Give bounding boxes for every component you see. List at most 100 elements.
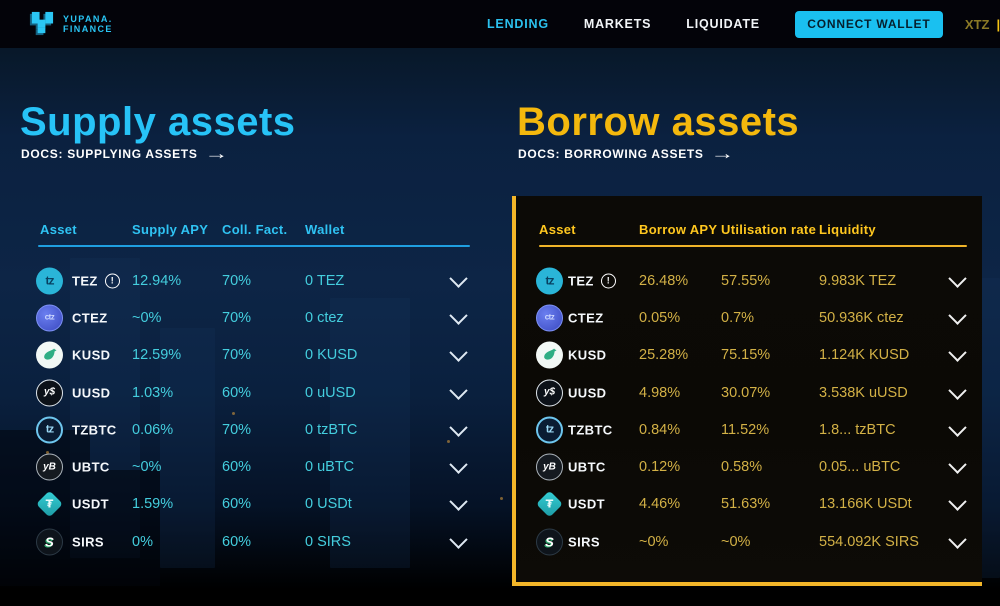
wallet-value: 0 KUSD	[305, 347, 358, 364]
chevron-down-icon[interactable]	[449, 269, 468, 288]
asset-name: UBTC	[72, 459, 110, 475]
borrow-col-liquidity: Liquidity	[819, 222, 876, 237]
asset-name: KUSD	[568, 347, 607, 363]
borrow-apy-value: 0.05%	[639, 309, 681, 326]
table-row[interactable]: y$ UUSD 4.98% 30.07% 3.538K uUSD	[516, 374, 982, 411]
borrow-docs-link[interactable]: DOCS: BORROWING ASSETS →	[518, 145, 734, 162]
chevron-down-icon[interactable]	[449, 530, 468, 549]
attention-icon[interactable]: !	[104, 273, 120, 289]
nav-liquidate[interactable]: LIQUIDATE	[686, 17, 760, 31]
chevron-down-icon[interactable]	[449, 455, 468, 474]
table-row[interactable]: S SIRS 0% 60% 0 SIRS	[20, 523, 480, 560]
asset-name: KUSD	[72, 347, 111, 363]
logo[interactable]: YUPANA. FINANCE	[28, 10, 113, 37]
chevron-down-icon[interactable]	[948, 530, 967, 549]
wallet-value: 0 uUSD	[305, 384, 356, 401]
table-row[interactable]: tz TEZ ! 12.94% 70% 0 TEZ	[20, 262, 480, 299]
table-row[interactable]: ctz CTEZ ~0% 70% 0 ctez	[20, 299, 480, 336]
table-row[interactable]: ₮ USDT 4.46% 51.63% 13.166K USDt	[516, 486, 982, 523]
table-row[interactable]: KUSD 25.28% 75.15% 1.124K KUSD	[516, 337, 982, 374]
asset-name: USDT	[72, 496, 109, 512]
asset-name: TEZ	[568, 273, 594, 289]
table-row[interactable]: y$ UUSD 1.03% 60% 0 uUSD	[20, 374, 480, 411]
liquidity-value: 1.124K KUSD	[819, 347, 910, 364]
building-silhouette	[90, 470, 160, 586]
arrow-right-icon: →	[204, 144, 229, 163]
chevron-down-icon[interactable]	[449, 380, 468, 400]
supply-docs-link[interactable]: DOCS: SUPPLYING ASSETS →	[21, 145, 228, 162]
city-light	[46, 451, 49, 454]
building-silhouette	[160, 328, 215, 568]
chevron-down-icon[interactable]	[948, 343, 967, 363]
borrow-panel: Asset Borrow APY Utilisation rate Liquid…	[512, 196, 982, 586]
utilisation-rate-value: 51.63%	[721, 496, 771, 513]
nav-markets[interactable]: MARKETS	[583, 17, 652, 31]
table-row[interactable]: tz TEZ ! 26.48% 57.55% 9.983K TEZ	[516, 262, 982, 299]
ubtc-coin-icon: yB	[36, 453, 63, 481]
asset-name: SIRS	[72, 534, 104, 550]
liquidity-value: 13.166K USDt	[819, 496, 912, 513]
coll-fact-value: 60%	[222, 459, 252, 476]
asset-name: SIRS	[568, 534, 600, 550]
borrow-apy-value: 4.98%	[639, 384, 681, 401]
connect-wallet-button[interactable]: CONNECT WALLET	[794, 10, 943, 38]
supply-col-asset: Asset	[40, 222, 77, 237]
supply-apy-value: 12.94%	[132, 272, 182, 289]
coll-fact-value: 70%	[222, 272, 252, 289]
table-row[interactable]: S SIRS ~0% ~0% 554.092K SIRS	[516, 523, 982, 560]
chevron-down-icon[interactable]	[449, 306, 468, 325]
asset-name: CTEZ	[72, 310, 108, 326]
table-row[interactable]: ctz CTEZ 0.05% 0.7% 50.936K ctez	[516, 299, 982, 336]
asset-name: CTEZ	[568, 310, 604, 326]
currency-option-xtz[interactable]: XTZ	[964, 16, 990, 32]
chevron-down-icon[interactable]	[449, 418, 468, 437]
utilisation-rate-value: 0.58%	[721, 459, 763, 476]
chevron-down-icon[interactable]	[449, 492, 468, 512]
coll-fact-value: 70%	[222, 309, 252, 326]
supply-table: tz TEZ ! 12.94% 70% 0 TEZ ctz CTEZ ~0% 7…	[20, 262, 480, 560]
logo-line2: FINANCE	[63, 23, 113, 34]
tzbtc-coin-icon: tz	[536, 416, 563, 444]
chevron-down-icon[interactable]	[948, 380, 967, 400]
utilisation-rate-value: 57.55%	[721, 272, 771, 289]
table-row[interactable]: tz TZBTC 0.84% 11.52% 1.8... tzBTC	[516, 411, 982, 448]
sirs-coin-icon: S	[36, 528, 63, 556]
wallet-value: 0 TEZ	[305, 272, 345, 289]
liquidity-value: 3.538K uUSD	[819, 384, 908, 401]
tez-coin-icon: tz	[536, 267, 563, 295]
uusd-coin-icon: y$	[36, 379, 63, 407]
chevron-down-icon[interactable]	[948, 269, 967, 288]
chevron-down-icon[interactable]	[948, 455, 967, 474]
table-row[interactable]: yB UBTC ~0% 60% 0 uBTC	[20, 448, 480, 485]
currency-toggle[interactable]: XTZ | USD	[965, 17, 1000, 32]
chevron-down-icon[interactable]	[449, 343, 468, 363]
chevron-down-icon[interactable]	[948, 492, 967, 512]
nav-lending[interactable]: LENDING	[487, 17, 549, 31]
table-row[interactable]: KUSD 12.59% 70% 0 KUSD	[20, 337, 480, 374]
tzbtc-coin-icon: tz	[36, 416, 63, 444]
ubtc-coin-icon: yB	[536, 453, 563, 481]
coll-fact-value: 60%	[222, 384, 252, 401]
supply-title: Supply assets	[20, 100, 296, 144]
asset-name: USDT	[568, 496, 605, 512]
coll-fact-value: 60%	[222, 533, 252, 550]
borrow-col-apy: Borrow APY	[639, 222, 718, 237]
attention-icon[interactable]: !	[600, 273, 616, 289]
wallet-value: 0 uBTC	[305, 459, 355, 476]
table-row[interactable]: yB UBTC 0.12% 0.58% 0.05... uBTC	[516, 448, 982, 485]
borrow-apy-value: 4.46%	[639, 496, 681, 513]
borrow-apy-value: 0.84%	[639, 421, 681, 438]
supply-header-divider	[38, 245, 470, 247]
borrow-col-asset: Asset	[539, 222, 576, 237]
supply-col-apy: Supply APY	[132, 222, 209, 237]
borrow-table: tz TEZ ! 26.48% 57.55% 9.983K TEZ ctz CT…	[516, 262, 982, 560]
chevron-down-icon[interactable]	[948, 418, 967, 437]
borrow-header-divider	[539, 245, 967, 247]
chevron-down-icon[interactable]	[948, 306, 967, 325]
table-row[interactable]: ₮ USDT 1.59% 60% 0 USDt	[20, 486, 480, 523]
liquidity-value: 554.092K SIRS	[819, 533, 919, 550]
logo-text: YUPANA. FINANCE	[63, 14, 113, 34]
table-row[interactable]: tz TZBTC 0.06% 70% 0 tzBTC	[20, 411, 480, 448]
supply-apy-value: ~0%	[132, 309, 162, 326]
